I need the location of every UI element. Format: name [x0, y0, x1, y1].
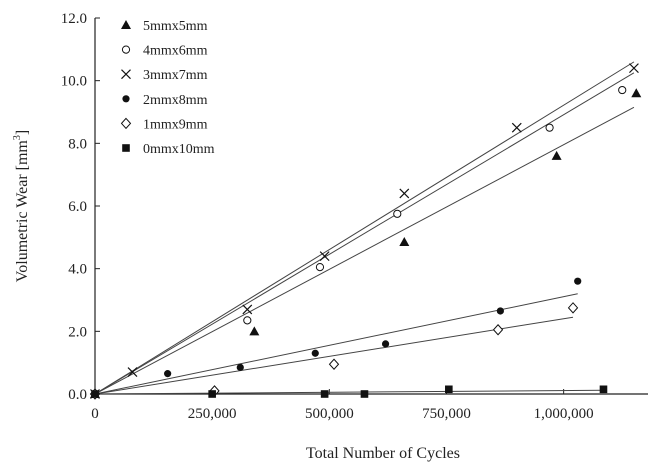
y-tick-label: 8.0: [68, 136, 87, 152]
data-point: [319, 251, 330, 262]
legend-marker: [121, 20, 131, 29]
legend-label: 5mmx5mm: [143, 19, 208, 34]
series-5mmx5mm: [90, 88, 642, 398]
data-point-stroke: [399, 188, 410, 199]
y-tick-label: 10.0: [61, 74, 87, 90]
data-point: [236, 363, 244, 371]
data-point: [545, 123, 554, 132]
y-tick-label: 4.0: [68, 262, 87, 278]
data-point: [496, 307, 504, 315]
legend-marker: [120, 117, 132, 130]
y-ticks: 0.0 2.0 4.0 6.0 8.0 10.0 12.0: [61, 11, 100, 403]
data-point: [243, 316, 252, 325]
data-point-stroke: [127, 367, 138, 377]
y-axis-title: Volumetric Wear [mm3]: [12, 130, 31, 282]
data-point: [328, 358, 340, 370]
data-point-stroke: [319, 251, 330, 262]
x-ticks: 0 250,000 500,000 750,000 1,000,000: [91, 389, 594, 422]
fit-line: [94, 61, 635, 395]
fit-line: [94, 72, 635, 395]
x-tick-label: 750,000: [422, 406, 471, 422]
legend-label: 0mmx10mm: [143, 142, 215, 157]
fit-line: [94, 106, 635, 395]
y-tick-label: 6.0: [68, 199, 87, 215]
legend-marker: [121, 45, 131, 54]
data-point: [393, 209, 402, 218]
data-point: [315, 263, 325, 272]
y-axis-title-main: Volumetric Wear [mm: [14, 140, 31, 283]
series-1mmx9mm: [89, 302, 579, 400]
series-0mmx10mm: [91, 385, 608, 398]
data-point: [311, 349, 319, 357]
fit-line: [94, 389, 604, 395]
fit-lines: [94, 61, 635, 395]
data-point: [127, 367, 138, 377]
legend-label: 2mmx8mm: [143, 93, 208, 108]
data-point: [618, 85, 627, 95]
series-4mmx6mm: [90, 85, 627, 399]
fit-line: [94, 293, 578, 395]
data-point: [91, 390, 99, 398]
x-axis-title: Total Number of Cycles: [306, 445, 460, 462]
data-point: [164, 370, 172, 378]
data-point: [511, 122, 522, 133]
data-point: [567, 302, 579, 314]
legend-marker-stroke: [121, 69, 131, 80]
data-point: [492, 324, 504, 336]
legend-marker: [122, 144, 130, 152]
x-tick-label: 0: [91, 406, 99, 422]
y-axis-title-superscript: 3: [12, 135, 23, 140]
data-point: [629, 63, 639, 74]
data-point: [242, 304, 253, 315]
data-point: [551, 150, 562, 160]
legend-label: 1mmx9mm: [143, 117, 208, 132]
legend: 5mmx5mm 4mmx6mm 3mmx7mm 2mmx8mm 1mmx9mm 0mmx1…: [120, 19, 215, 157]
data-point: [574, 277, 582, 285]
data-point: [599, 385, 608, 394]
y-tick-label: 0.0: [68, 387, 87, 403]
data-point: [320, 390, 329, 398]
legend-marker: [122, 95, 130, 103]
y-tick-label: 2.0: [68, 324, 87, 340]
x-tick-label: 500,000: [305, 406, 354, 422]
data-point: [249, 326, 260, 336]
data-point: [208, 390, 216, 398]
data-point: [445, 385, 453, 394]
legend-marker: [121, 69, 131, 80]
data-point-stroke: [629, 63, 639, 74]
x-tick-label: 250,000: [188, 406, 237, 422]
data-point: [381, 340, 390, 348]
x-tick-label: 1,000,000: [534, 406, 594, 422]
y-axis-title-close: ]: [14, 130, 31, 135]
series-2mmx8mm: [91, 277, 582, 398]
data-point: [399, 237, 410, 247]
y-tick-label: 12.0: [61, 11, 87, 27]
data-point: [360, 390, 369, 398]
data-point: [399, 188, 410, 199]
data-point-stroke: [242, 304, 253, 315]
legend-label: 4mmx6mm: [143, 44, 208, 59]
data-points: [89, 63, 642, 400]
data-point: [631, 88, 642, 98]
data-point-stroke: [511, 122, 522, 133]
legend-label: 3mmx7mm: [143, 68, 208, 83]
